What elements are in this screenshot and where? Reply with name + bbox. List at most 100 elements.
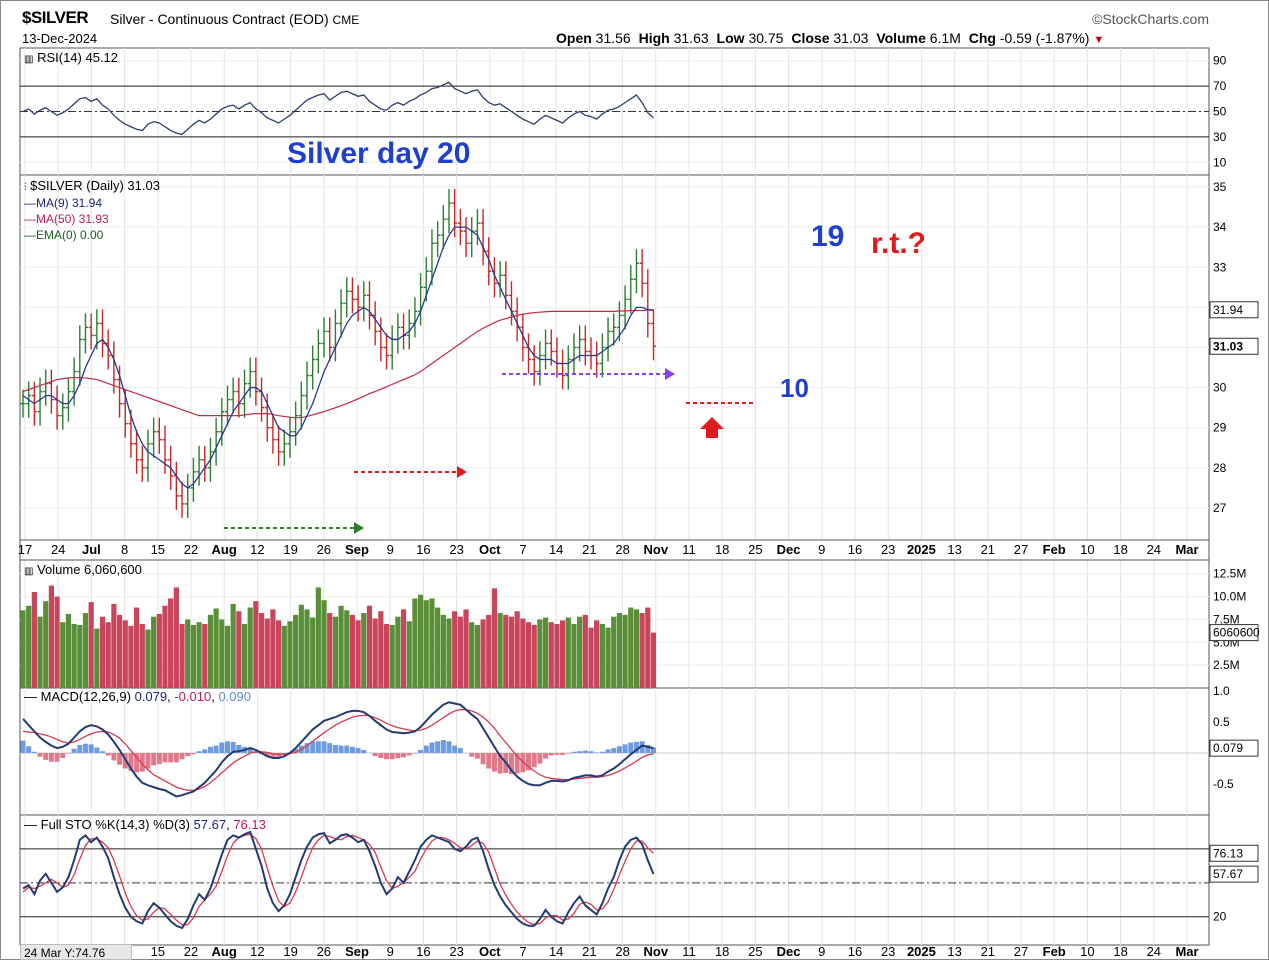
- sto-k-tag: 57.67: [1213, 867, 1243, 881]
- volume-bar: [508, 616, 515, 688]
- ma9-line: [22, 226, 654, 489]
- panel-frame-sto: [19, 814, 1210, 946]
- macd-histogram-bar: [418, 749, 424, 754]
- x-bottom-tick-label: 24: [1147, 944, 1161, 959]
- macd-histogram-bar: [480, 753, 486, 765]
- macd-histogram-bar: [372, 753, 378, 757]
- x-tick-label: 16: [848, 542, 862, 557]
- macd-histogram-bar: [71, 748, 77, 754]
- rsi-label: ▥ RSI(14) 45.12: [24, 50, 118, 65]
- ema-legend-text: EMA(0) 0.00: [36, 228, 104, 242]
- macd-histogram-bar: [202, 749, 208, 754]
- volume-bar: [65, 613, 72, 688]
- macd-histogram-bar: [327, 743, 333, 754]
- volume-bar: [389, 624, 395, 688]
- x-tick-label: 22: [184, 542, 198, 557]
- macd-histogram-bar: [26, 746, 32, 754]
- macd-histogram-bar: [156, 753, 162, 765]
- volume-bar: [395, 616, 401, 688]
- macd-histogram-bar: [622, 744, 628, 754]
- macd-histogram-bar: [395, 753, 401, 759]
- macd-histogram-bar: [31, 751, 37, 754]
- brand-watermark: ©StockCharts.com: [1092, 11, 1209, 27]
- price-tick-label: 28: [1213, 461, 1227, 475]
- volume-bar: [298, 604, 304, 688]
- x-tick-label: 28: [615, 542, 629, 557]
- volume-bar: [349, 614, 356, 688]
- volume-bar: [77, 624, 83, 688]
- macd-histogram-bar: [645, 744, 651, 754]
- volume-bar: [213, 608, 219, 688]
- macd-histogram-bar: [344, 745, 350, 754]
- x-bottom-tick-label: 16: [848, 944, 862, 959]
- macd-histogram-bar: [577, 751, 583, 754]
- volume-bar: [503, 614, 509, 688]
- x-bottom-tick-label: 23: [449, 944, 463, 959]
- volume-bar: [378, 611, 384, 688]
- volume-bar: [469, 622, 475, 688]
- volume-bar: [565, 617, 571, 688]
- low-value: 30.75: [748, 30, 784, 46]
- volume-bar: [179, 624, 185, 688]
- rsi-tick-label: 90: [1213, 54, 1227, 68]
- volume-bar: [134, 607, 140, 688]
- x-tick-label: 8: [121, 542, 128, 557]
- x-tick-label: Oct: [479, 542, 501, 557]
- macd-histogram-bar: [105, 753, 111, 756]
- volume-tick-label: 12.5M: [1213, 567, 1246, 581]
- macd-histogram-bar: [491, 753, 497, 772]
- macd-histogram-bar: [520, 753, 526, 773]
- x-tick-label: 15: [151, 542, 165, 557]
- close-label: Close: [791, 30, 830, 46]
- macd-tag: 0.079: [1213, 741, 1243, 755]
- volume-bar: [20, 610, 26, 688]
- macd-histogram-bar: [293, 748, 299, 754]
- macd-histogram-bar: [94, 747, 100, 754]
- open-label: Open: [556, 30, 592, 46]
- volume-bar: [588, 627, 594, 688]
- macd-histogram-bar: [389, 753, 395, 760]
- x-tick-label: 9: [387, 542, 394, 557]
- sto-d-tag-box: [1209, 844, 1259, 862]
- macd-histogram-bar: [594, 752, 600, 754]
- ma50-legend: —MA(50) 31.93: [24, 212, 109, 226]
- last-price-tag-box: [1209, 337, 1259, 355]
- x-tick-label: Dec: [777, 542, 801, 557]
- macd-histogram-bar: [497, 753, 503, 774]
- ohlc-readout: Open 31.56 High 31.63 Low 30.75 Close 31…: [556, 30, 1108, 46]
- volume-bar: [616, 613, 622, 688]
- volume-bar: [577, 616, 583, 688]
- macd-histogram-bar: [435, 741, 441, 754]
- macd-histogram-bar: [304, 743, 310, 754]
- macd-histogram-bar: [582, 750, 588, 754]
- x-bottom-tick-label: 14: [549, 944, 563, 959]
- ema-legend: —EMA(0) 0.00: [24, 228, 104, 242]
- macd-histogram-bar: [537, 753, 543, 764]
- volume-icon: ▥: [24, 566, 34, 577]
- ma9-legend-text: MA(9) 31.94: [36, 196, 103, 210]
- volume-bar: [582, 614, 588, 688]
- volume-bar: [168, 598, 174, 688]
- volume-bar: [82, 613, 89, 688]
- macd-histogram-bar: [338, 745, 344, 754]
- low-label: Low: [716, 30, 745, 46]
- volume-bar: [520, 618, 526, 688]
- chg-label: Chg: [968, 30, 996, 46]
- price-legend-main: ⫶ $SILVER (Daily) 31.03: [24, 178, 160, 193]
- last-price-tag: 31.03: [1213, 339, 1243, 353]
- macd-histogram-bar: [332, 744, 338, 754]
- ma9-legend: —MA(9) 31.94: [24, 196, 103, 210]
- x-bottom-tick-label: 23: [881, 944, 895, 959]
- macd-histogram-bar: [190, 753, 196, 755]
- green-dashed-arrow-head: [354, 522, 364, 534]
- macd-histogram-bar: [236, 744, 242, 754]
- x-tick-label: 26: [317, 542, 331, 557]
- volume-bar: [99, 616, 106, 688]
- macd-histogram-bar: [264, 753, 270, 757]
- x-bottom-tick-label: Mar: [1175, 944, 1198, 959]
- volume-label: ▥ Volume 6,060,600: [24, 562, 142, 577]
- macd-histogram-bar: [315, 741, 321, 754]
- macd-label: — MACD(12,26,9) 0.079, -0.010, 0.090: [24, 689, 251, 704]
- x-bottom-tick-label: 13: [947, 944, 961, 959]
